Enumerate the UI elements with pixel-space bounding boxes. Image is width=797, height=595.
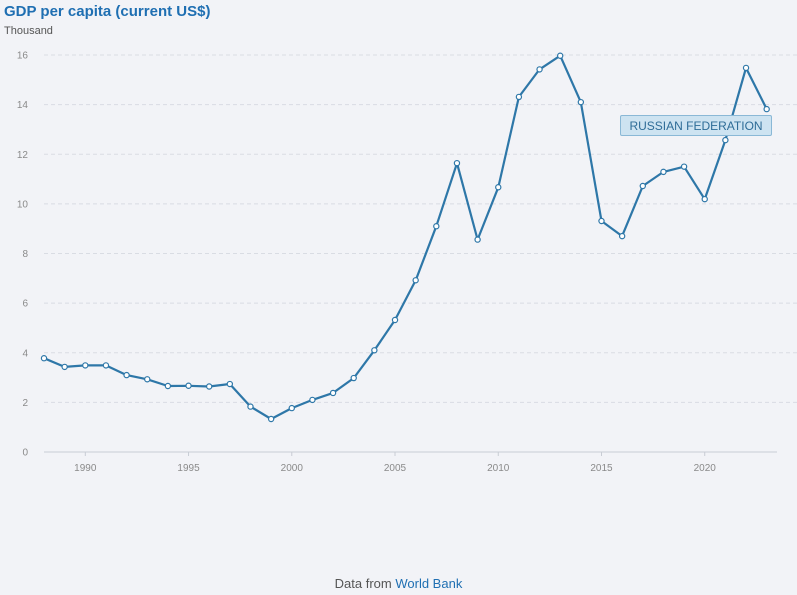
x-tick-label: 2010	[487, 463, 510, 474]
data-point[interactable]	[453, 159, 461, 167]
data-point[interactable]	[288, 404, 295, 412]
y-tick-label: 6	[22, 299, 28, 310]
data-point[interactable]	[722, 136, 729, 144]
y-tick-label: 8	[22, 249, 28, 260]
x-tick-label: 2020	[694, 463, 717, 474]
data-point[interactable]	[371, 347, 378, 354]
y-tick-label: 12	[17, 150, 29, 161]
data-point[interactable]	[474, 236, 481, 243]
source-link[interactable]: World Bank	[395, 576, 463, 591]
x-tick-label: 2000	[281, 463, 304, 474]
footer-prefix: Data from	[334, 576, 392, 591]
data-point[interactable]	[577, 98, 585, 106]
data-point[interactable]	[329, 389, 337, 397]
series-group	[40, 52, 770, 423]
data-point[interactable]	[247, 403, 254, 410]
data-point[interactable]	[205, 383, 213, 390]
data-point[interactable]	[763, 105, 770, 113]
data-point[interactable]	[660, 168, 667, 176]
x-tick-label: 1995	[177, 463, 200, 474]
data-point[interactable]	[742, 64, 750, 72]
data-point[interactable]	[309, 396, 316, 404]
gridlines	[44, 54, 797, 403]
data-point[interactable]	[350, 374, 357, 382]
data-point[interactable]	[40, 355, 48, 362]
series-line	[43, 54, 768, 421]
y-tick-label: 0	[22, 448, 28, 459]
y-tick-label: 4	[22, 348, 28, 359]
data-point[interactable]	[61, 363, 68, 371]
data-point[interactable]	[391, 316, 399, 324]
data-point[interactable]	[495, 184, 502, 191]
x-tick-label: 1990	[74, 463, 97, 474]
data-point[interactable]	[412, 277, 419, 284]
data-point[interactable]	[556, 52, 564, 59]
data-point[interactable]	[82, 362, 89, 369]
x-tick-label: 2015	[590, 463, 613, 474]
y-tick-label: 2	[22, 398, 28, 409]
data-point[interactable]	[123, 371, 130, 379]
series-label-russian-federation[interactable]: RUSSIAN FEDERATION	[620, 115, 772, 136]
data-point[interactable]	[639, 182, 646, 190]
data-point[interactable]	[598, 217, 605, 225]
data-point[interactable]	[144, 376, 151, 383]
y-tick-label: 10	[17, 199, 29, 210]
data-point[interactable]	[185, 382, 192, 389]
data-point[interactable]	[102, 362, 110, 369]
y-tick-label: 14	[17, 100, 29, 111]
y-unit-label: Thousand	[4, 25, 53, 37]
data-point[interactable]	[433, 223, 440, 230]
data-point[interactable]	[267, 415, 275, 423]
data-point[interactable]	[680, 163, 688, 170]
data-point[interactable]	[515, 93, 523, 101]
x-tick-label: 2005	[384, 463, 407, 474]
data-point[interactable]	[701, 195, 708, 203]
chart-title: GDP per capita (current US$)	[4, 3, 211, 20]
footer-source: Data from World Bank	[0, 576, 797, 591]
x-axis: 1990 1995 2000 2005 2010 2015 2020	[44, 451, 777, 474]
y-tick-label: 16	[17, 51, 29, 62]
data-point[interactable]	[618, 232, 626, 240]
y-axis: 0 2 4 6 8 10 12 14 16	[17, 51, 29, 459]
data-point[interactable]	[226, 380, 234, 388]
data-point[interactable]	[536, 66, 543, 73]
data-point[interactable]	[164, 382, 172, 390]
